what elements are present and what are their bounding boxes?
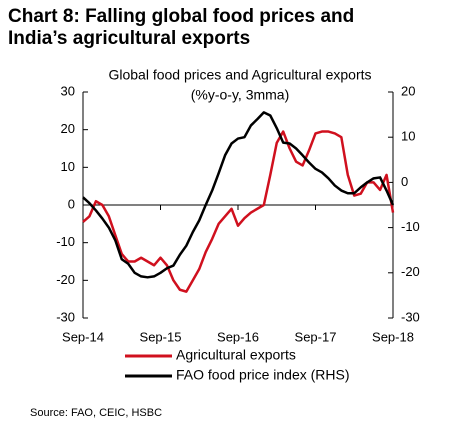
- chart-title: Chart 8: Falling global food prices and …: [8, 6, 355, 49]
- y-tick-label: -10: [56, 234, 75, 249]
- y2-tick-label: -20: [401, 264, 420, 279]
- y-label: (%y-o-y, 3mma): [191, 87, 290, 103]
- y-tick-label: 20: [61, 121, 75, 136]
- legend-label: Agricultural exports: [176, 347, 296, 363]
- y2-tick-label: 20: [401, 83, 415, 98]
- y2-tick-label: 0: [401, 174, 408, 189]
- x-tick-label: Sep-14: [62, 329, 104, 344]
- x-tick-label: Sep-15: [140, 329, 182, 344]
- y2-tick-label: -30: [401, 309, 420, 324]
- y-tick-label: -30: [56, 309, 75, 324]
- x-tick-label: Sep-18: [372, 329, 414, 344]
- y-tick-label: -20: [56, 272, 75, 287]
- y-tick-label: 10: [61, 159, 75, 174]
- y2-tick-label: -10: [401, 219, 420, 234]
- subtitle: Global food prices and Agricultural expo…: [108, 67, 371, 83]
- source: Source: FAO, CEIC, HSBC: [30, 407, 162, 419]
- series-line: [82, 111, 395, 279]
- x-tick-label: Sep-17: [295, 329, 337, 344]
- series-line: [82, 130, 395, 293]
- x-tick-label: Sep-16: [217, 329, 259, 344]
- y-tick-label: 0: [68, 196, 75, 211]
- y2-tick-label: 10: [401, 129, 415, 144]
- y-tick-label: 30: [61, 83, 75, 98]
- legend-label: FAO food price index (RHS): [176, 367, 350, 383]
